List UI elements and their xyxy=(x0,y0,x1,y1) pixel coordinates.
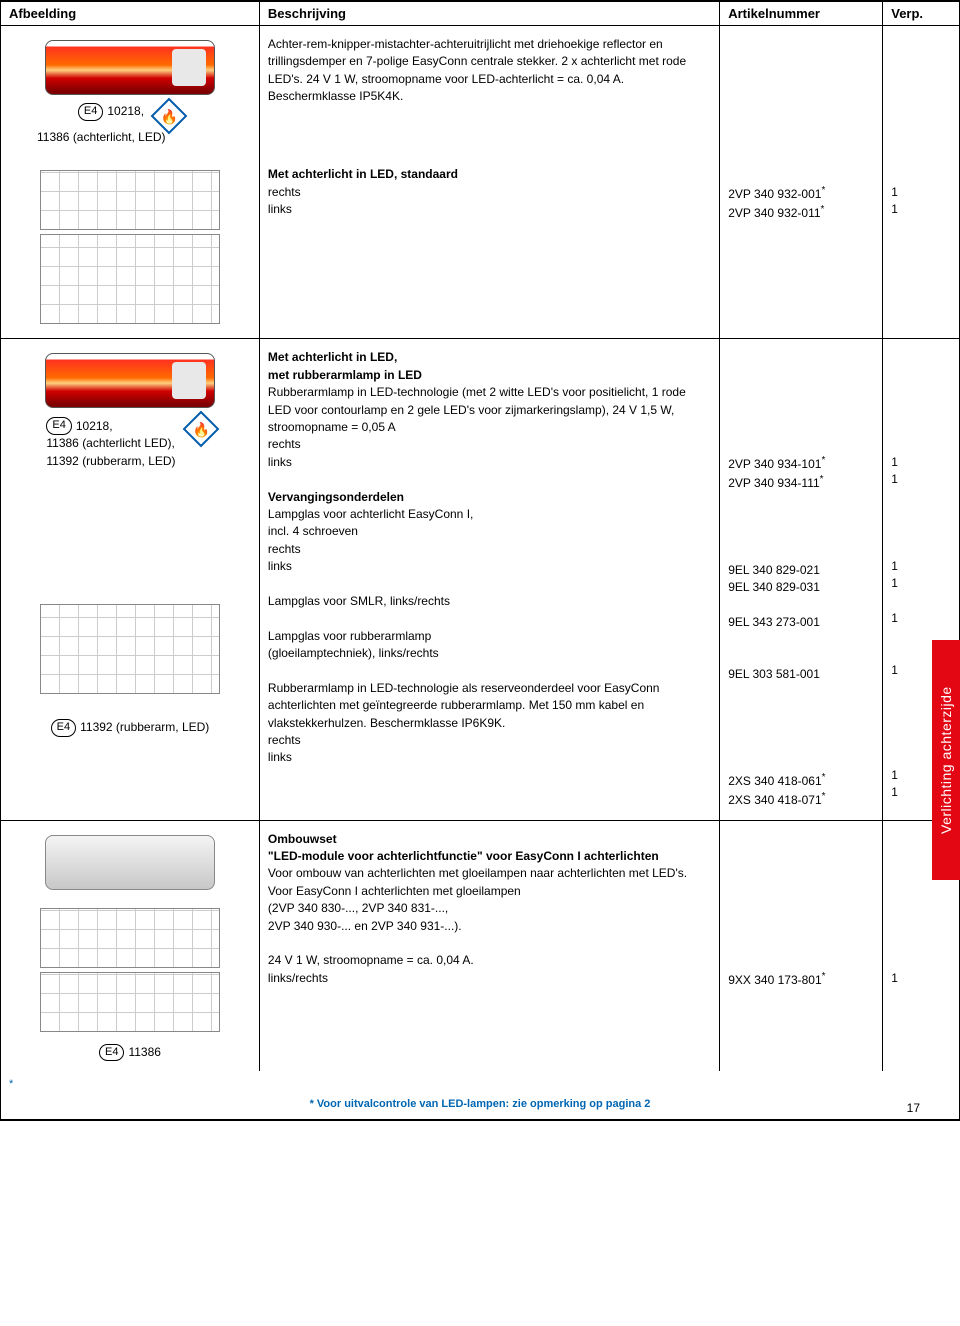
technical-drawing xyxy=(40,972,220,1032)
description-text: incl. 4 schroeven xyxy=(268,523,711,540)
article-number: 2VP 340 934-101* xyxy=(728,454,874,473)
subsection-title: Ombouwset xyxy=(268,831,711,848)
subsection-title: "LED-module voor achterlichtfunctie" voo… xyxy=(268,848,711,865)
footer-row: * * Voor uitvalcontrole van LED-lampen: … xyxy=(1,1071,960,1120)
variant-row: rechts xyxy=(268,541,711,558)
table-row: Met achterlicht in LED, standaard rechts… xyxy=(1,156,960,339)
pack-qty: 1 xyxy=(891,471,951,488)
e4-badge: E4 xyxy=(78,103,103,121)
variant-row: links xyxy=(268,201,711,218)
header-afbeelding: Afbeelding xyxy=(1,1,260,26)
e4-badge: E4 xyxy=(99,1044,124,1062)
approval-text: 11392 (rubberarm, LED) xyxy=(46,453,175,470)
pack-qty: 1 xyxy=(891,610,951,627)
description-text: Lampglas voor achterlicht EasyConn I, xyxy=(268,506,711,523)
product-image xyxy=(45,353,215,408)
page-number: 17 xyxy=(907,1101,920,1115)
e4-badge: E4 xyxy=(46,417,71,435)
pack-qty: 1 xyxy=(891,575,951,592)
approval-text: 11392 (rubberarm, LED) xyxy=(80,719,209,736)
article-number: 9EL 340 829-031 xyxy=(728,579,874,596)
footnote-text: * Voor uitvalcontrole van LED-lampen: zi… xyxy=(1,1095,959,1119)
product-image xyxy=(45,835,215,890)
article-number: 9EL 303 581-001 xyxy=(728,666,874,683)
description-text: 24 V 1 W, stroomopname = ca. 0,04 A. xyxy=(268,952,711,969)
hazard-icon xyxy=(182,411,219,448)
pack-qty: 1 xyxy=(891,970,951,987)
description-text: Rubberarmlamp in LED-technologie als res… xyxy=(268,680,711,732)
technical-drawing xyxy=(40,170,220,230)
footnote-star: * xyxy=(1,1071,959,1095)
e4-badge: E4 xyxy=(51,719,76,737)
approval-mark: E4 10218, xyxy=(78,103,144,121)
article-number: 9EL 340 829-021 xyxy=(728,562,874,579)
article-number: 9EL 343 273-001 xyxy=(728,614,874,631)
technical-drawing xyxy=(40,234,220,324)
pack-qty: 1 xyxy=(891,184,951,201)
approval-mark: E4 11392 (rubberarm, LED) xyxy=(51,719,210,737)
table-row: E4 11386 Ombouwset "LED-module voor acht… xyxy=(1,820,960,1071)
approval-text: 11386 xyxy=(128,1044,160,1061)
variant-row: rechts xyxy=(268,184,711,201)
description-text: Achter-rem-knipper-mistachter-achteruitr… xyxy=(268,36,711,106)
variant-row: (gloeilamptechniek), links/rechts xyxy=(268,645,711,662)
article-number: 2XS 340 418-061* xyxy=(728,771,874,790)
description-text: Voor ombouw van achterlichten met gloeil… xyxy=(268,865,711,900)
subsection-title: Vervangingsonderdelen xyxy=(268,489,711,506)
subsection-title: Met achterlicht in LED, xyxy=(268,349,711,366)
table-row: E4 10218, 11386 (achterlicht LED), 11392… xyxy=(1,339,960,820)
technical-drawing xyxy=(40,908,220,968)
table-row: E4 10218, 11386 (achterlicht, LED) Achte… xyxy=(1,26,960,157)
article-number: 2VP 340 932-001* xyxy=(728,184,874,203)
header-artikelnummer: Artikelnummer xyxy=(720,1,883,26)
variant-row: links xyxy=(268,454,711,471)
header-verp: Verp. xyxy=(883,1,960,26)
pack-qty: 1 xyxy=(891,454,951,471)
variant-row: rechts xyxy=(268,436,711,453)
approval-text: 10218, xyxy=(107,103,144,120)
variant-row: Lampglas voor SMLR, links/rechts xyxy=(268,593,711,610)
variant-row: links xyxy=(268,749,711,766)
catalog-table: Afbeelding Beschrijving Artikelnummer Ve… xyxy=(0,0,960,1121)
article-number: 2VP 340 932-011* xyxy=(728,203,874,222)
description-text: 2VP 340 930-... en 2VP 340 931-...). xyxy=(268,918,711,935)
pack-qty: 1 xyxy=(891,201,951,218)
table-header-row: Afbeelding Beschrijving Artikelnummer Ve… xyxy=(1,1,960,26)
approval-mark: E4 10218, xyxy=(46,417,112,435)
header-beschrijving: Beschrijving xyxy=(259,1,719,26)
article-number: 9XX 340 173-801* xyxy=(728,970,874,989)
technical-drawing xyxy=(40,604,220,694)
description-text: Lampglas voor rubberarmlamp xyxy=(268,628,711,645)
approval-mark: E4 11386 xyxy=(99,1044,161,1062)
subsection-title: Met achterlicht in LED, standaard xyxy=(268,166,711,183)
article-number: 2VP 340 934-111* xyxy=(728,473,874,492)
pack-qty: 1 xyxy=(891,558,951,575)
approval-text: 11386 (achterlicht LED), xyxy=(46,435,175,452)
side-tab: Verlichting achterzijde xyxy=(932,640,960,880)
subsection-title: met rubberarmlamp in LED xyxy=(268,367,711,384)
description-text: (2VP 340 830-..., 2VP 340 831-..., xyxy=(268,900,711,917)
variant-row: links/rechts xyxy=(268,970,711,987)
article-number: 2XS 340 418-071* xyxy=(728,790,874,809)
variant-row: links xyxy=(268,558,711,575)
product-image xyxy=(45,40,215,95)
description-text: Rubberarmlamp in LED-technologie (met 2 … xyxy=(268,384,711,436)
approval-text: 11386 (achterlicht, LED) xyxy=(9,129,251,146)
variant-row: rechts xyxy=(268,732,711,749)
approval-text: 10218, xyxy=(76,418,113,435)
